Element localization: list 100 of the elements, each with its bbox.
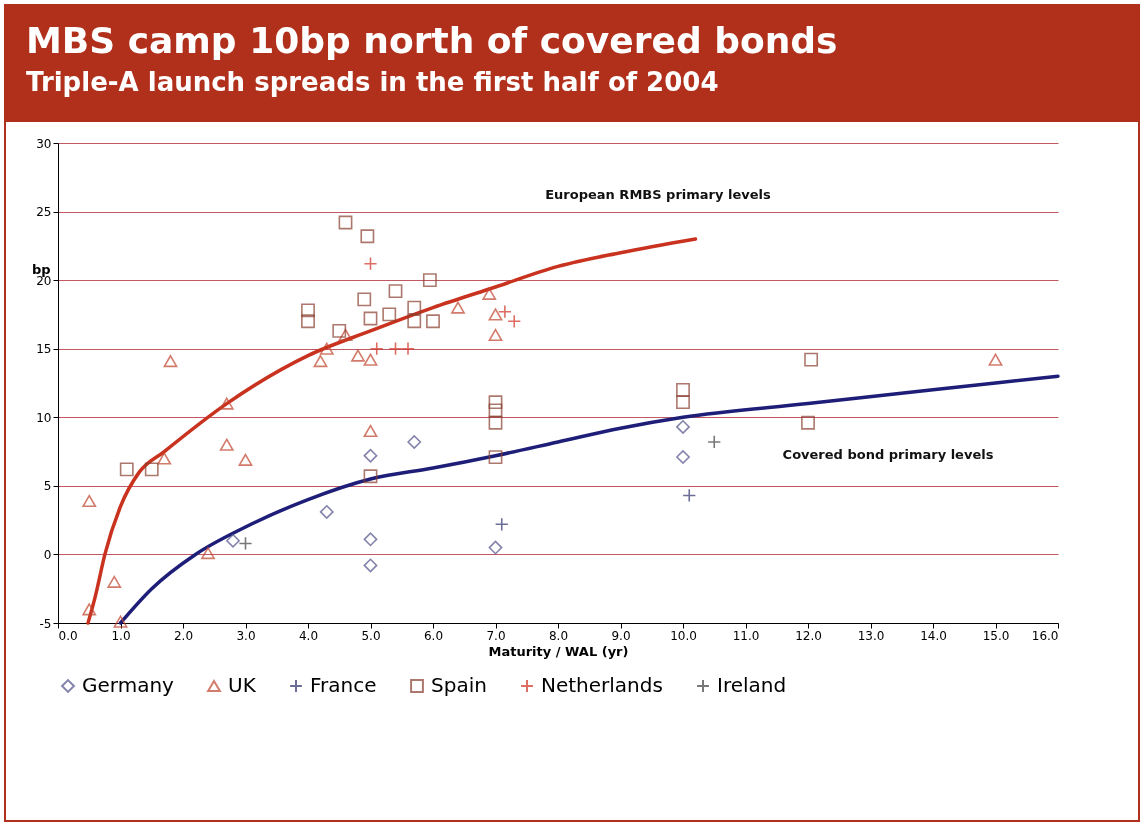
x-tick-label: 15.0	[982, 628, 1010, 643]
point	[488, 328, 503, 342]
point	[407, 300, 422, 315]
x-tick-label: 16.0	[1031, 628, 1059, 643]
y-tick-label: 5	[43, 479, 52, 494]
point	[82, 603, 97, 616]
point	[238, 453, 253, 466]
x-tick-label: 11.0	[732, 628, 760, 643]
point	[226, 533, 240, 548]
point	[494, 517, 509, 532]
point	[707, 435, 722, 449]
point	[451, 301, 465, 314]
point	[388, 341, 403, 356]
point	[382, 307, 397, 322]
point	[113, 615, 128, 628]
point	[676, 450, 690, 464]
x-tick-label: 10.0	[670, 628, 697, 643]
point	[363, 469, 378, 484]
annotation: Covered bond primary levels	[782, 447, 994, 462]
legend-label: UK	[228, 673, 257, 697]
point	[363, 532, 378, 547]
point	[482, 287, 497, 300]
x-axis-title: Maturity / WAL (yr)	[488, 643, 629, 659]
x-tick-label: 14.0	[920, 628, 947, 643]
x-tick-label: 3.0	[236, 628, 256, 643]
y-tick-label: 10	[36, 410, 52, 425]
line-series	[86, 237, 698, 625]
point	[488, 540, 503, 555]
point	[201, 546, 215, 560]
legend-label: Germany	[82, 673, 175, 697]
x-tick-label: 8.0	[548, 628, 569, 643]
point	[369, 341, 384, 356]
point	[682, 488, 697, 503]
point	[363, 558, 378, 573]
y-tick-label: 0	[43, 547, 52, 562]
x-tick-label: 5.0	[361, 628, 381, 643]
point	[157, 452, 172, 465]
point	[676, 419, 690, 434]
legend-label: Spain	[431, 673, 487, 697]
y-tick-label: 25	[36, 205, 52, 220]
x-tick-label: 0.0	[58, 628, 78, 643]
x-tick-label: 1.0	[111, 628, 131, 643]
x-tick-label: 13.0	[857, 628, 885, 643]
point	[301, 303, 315, 318]
y-tick-label: 15	[36, 342, 52, 357]
point	[119, 462, 134, 477]
chart-title: MBS camp 10bp north of covered bonds	[26, 20, 839, 61]
point	[507, 314, 522, 329]
point	[988, 353, 1003, 366]
x-tick-label: 12.0	[795, 628, 822, 643]
point	[363, 448, 378, 463]
legend-label: Ireland	[717, 673, 787, 697]
point	[488, 415, 503, 430]
point	[163, 354, 178, 368]
point	[407, 435, 422, 449]
point	[82, 494, 97, 508]
x-tick-label: 2.0	[173, 628, 194, 643]
point	[401, 341, 415, 356]
point	[332, 323, 347, 338]
chart-subtitle: Triple-A launch spreads in the first half of 2004	[26, 67, 720, 97]
point	[357, 292, 372, 307]
point	[676, 395, 690, 410]
x-tick-label: 6.0	[423, 628, 444, 643]
point	[313, 354, 328, 368]
legend-label: Netherlands	[541, 673, 663, 697]
point	[219, 397, 234, 410]
point	[107, 575, 122, 588]
point	[676, 382, 690, 397]
point	[801, 415, 815, 430]
point	[804, 352, 819, 367]
point	[426, 314, 440, 329]
point	[363, 353, 378, 366]
point	[363, 311, 378, 326]
point	[319, 504, 334, 519]
y-tick-label: -5	[39, 616, 52, 631]
point	[407, 314, 422, 329]
x-tick-label: 9.0	[611, 628, 631, 643]
point	[360, 229, 375, 244]
point	[238, 536, 253, 551]
point	[351, 349, 365, 362]
x-tick-label: 4.0	[298, 628, 319, 643]
point	[497, 304, 512, 319]
point	[363, 256, 378, 271]
x-tick-label: 7.0	[486, 628, 506, 643]
point	[388, 284, 403, 299]
point	[301, 314, 315, 329]
point	[488, 403, 503, 418]
point	[338, 215, 353, 230]
point	[488, 395, 503, 410]
point	[363, 424, 378, 438]
point	[144, 462, 159, 477]
y-tick-label: 30	[36, 136, 52, 151]
point	[338, 328, 353, 342]
point	[488, 450, 503, 464]
point	[422, 273, 437, 288]
legend-label: France	[310, 673, 377, 697]
point	[488, 308, 503, 321]
point	[319, 342, 334, 355]
point	[219, 438, 234, 451]
annotation: European RMBS primary levels	[545, 187, 772, 202]
